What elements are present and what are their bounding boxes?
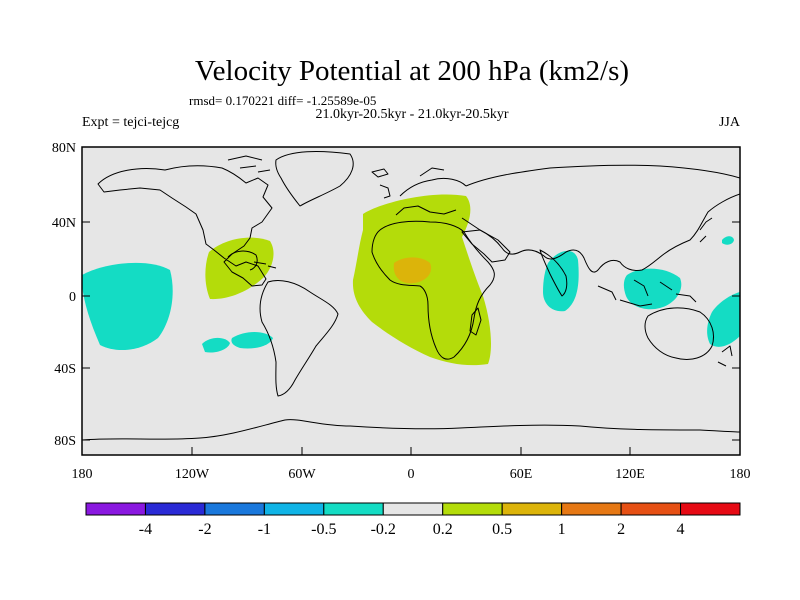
coastline-antarctica: [82, 419, 740, 441]
colorbar-label: -4: [139, 521, 152, 538]
stats-line: rmsd= 0.170221 diff= -1.25589e-05: [189, 93, 376, 108]
contour-southwest-pacific-negative: [707, 292, 740, 347]
colorbar-swatch: [323, 502, 384, 516]
colorbar-label: -2: [198, 521, 211, 538]
lat-label: 0: [69, 290, 76, 305]
coastline-europe: [379, 167, 467, 216]
lon-axis-labels: 180 120W 60W 0 60E 120E 180: [72, 467, 751, 482]
lon-label: 120W: [175, 467, 210, 482]
lat-label: 80S: [54, 434, 76, 449]
colorbar-label: 1: [558, 521, 566, 538]
lat-label: 40S: [54, 362, 76, 377]
lon-label: 180: [730, 467, 751, 482]
colorbar-swatch: [144, 502, 206, 516]
contour-northwest-pacific-negative: [722, 236, 734, 245]
coastline-greenland: [275, 151, 354, 207]
lat-label: 40N: [52, 216, 76, 231]
colorbar-label: -0.2: [371, 521, 396, 538]
colorbar-label: 0.5: [492, 521, 512, 538]
coastline-asia: [461, 164, 740, 273]
season-label: JJA: [719, 115, 741, 130]
coastline-india: [539, 249, 568, 297]
figure-title: Velocity Potential at 200 hPa (km2/s): [195, 55, 629, 87]
coastline-south-america: [259, 279, 339, 397]
coastline-madagascar: [469, 307, 482, 336]
colorbar-swatch: [680, 502, 741, 516]
colorbar: -4 -2 -1 -0.5 -0.2 0.2 0.5 1 2 4: [85, 502, 741, 538]
contour-fills: [82, 194, 740, 366]
axis-ticks: [81, 146, 741, 455]
lon-label: 60W: [288, 467, 316, 482]
colorbar-label: 0.2: [433, 521, 453, 538]
lon-label: 180: [72, 467, 93, 482]
lon-label: 60E: [510, 467, 533, 482]
colorbar-swatch: [561, 502, 622, 516]
coastline-japan: [699, 217, 713, 243]
period-line: 21.0kyr-20.5kyr - 21.0kyr-20.5kyr: [315, 107, 508, 122]
coastline-canadian-archipelago: [227, 155, 271, 173]
contour-indian-ocean-negative: [543, 250, 579, 312]
lon-label: 120E: [615, 467, 645, 482]
coastline-new-zealand: [717, 345, 733, 367]
contour-central-pacific-negative: [82, 262, 173, 351]
colorbar-swatch: [263, 502, 325, 516]
colorbar-labels: -4 -2 -1 -0.5 -0.2 0.2 0.5 1 2 4: [139, 521, 685, 538]
lat-axis-labels: 80N 40N 0 40S 80S: [52, 141, 76, 449]
experiment-label: Expt = tejci-tejcg: [82, 115, 179, 130]
contour-central-america-positive: [205, 237, 274, 300]
colorbar-swatch: [442, 502, 503, 516]
colorbar-swatch: [382, 502, 444, 516]
coastline-australia: [644, 307, 714, 360]
coastline-iceland: [371, 168, 389, 178]
colorbar-swatch: [85, 502, 146, 516]
contour-maritime-continent-negative: [623, 268, 682, 310]
coastline-gulf-of-mexico: [227, 250, 258, 271]
colorbar-boxes: [85, 502, 741, 516]
colorbar-swatch: [501, 502, 563, 516]
colorbar-label: 4: [677, 521, 685, 538]
coastlines: [82, 151, 740, 441]
contour-central-africa-core: [393, 257, 432, 284]
colorbar-label: -1: [258, 521, 271, 538]
coastline-caribbean-islands: [253, 261, 277, 269]
contour-southeast-pacific-negative-2: [231, 332, 273, 349]
lat-label: 80N: [52, 141, 76, 156]
coastline-north-america: [97, 165, 273, 287]
map-panel: [81, 146, 741, 456]
colorbar-swatch: [620, 502, 682, 516]
lon-label: 0: [408, 467, 415, 482]
contour-southeast-pacific-negative-1: [202, 337, 230, 353]
colorbar-swatch: [204, 502, 265, 516]
colorbar-label: -0.5: [311, 521, 336, 538]
colorbar-label: 2: [617, 521, 625, 538]
coastline-maritime-continent: [597, 279, 697, 307]
